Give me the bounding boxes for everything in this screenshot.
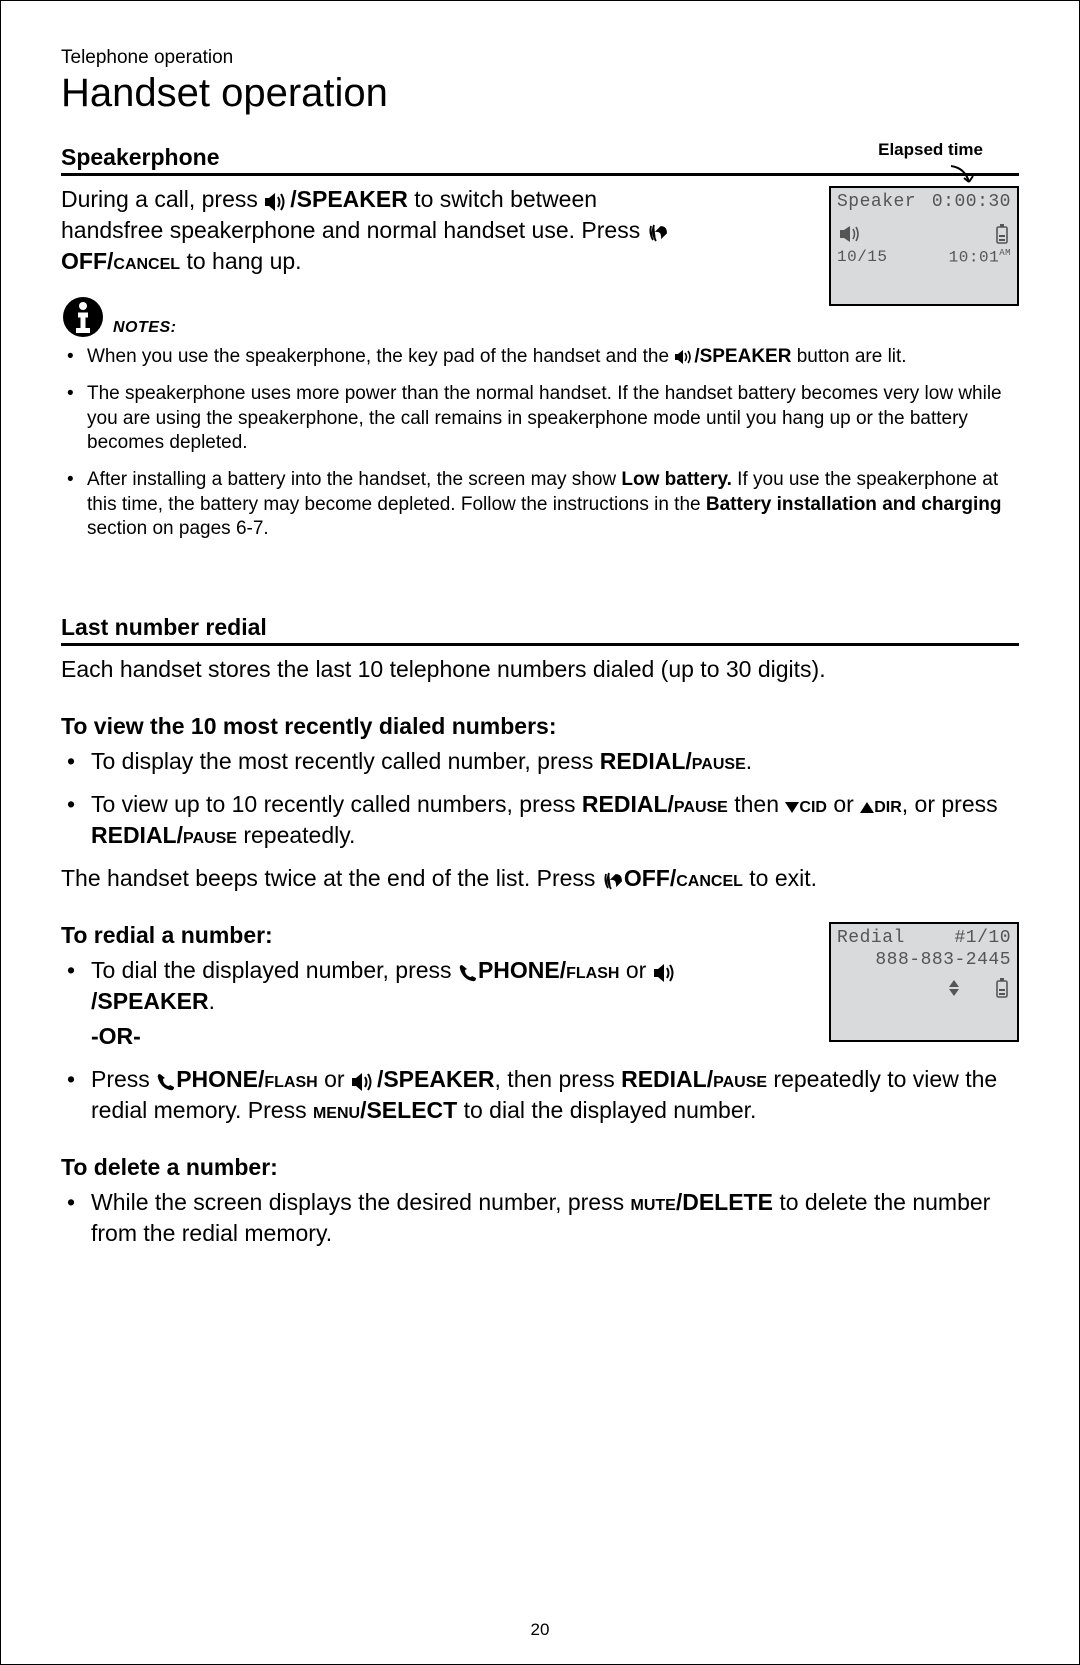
lcd1-time: 10:01AM [949, 248, 1011, 266]
lcd1-timer: 0:00:30 [932, 192, 1011, 212]
note-item: The speakerphone uses more power than th… [87, 382, 1019, 456]
phone-icon [156, 1072, 176, 1092]
elapsed-time-label: Elapsed time [878, 140, 983, 160]
or-label: -OR- [91, 1021, 1019, 1052]
speaker-icon [264, 192, 290, 212]
subhead-view: To view the 10 most recently dialed numb… [61, 713, 1019, 740]
view-list: To display the most recently called numb… [61, 746, 1019, 851]
redial-intro: Each handset stores the last 10 telephon… [61, 654, 1019, 685]
note-item: When you use the speakerphone, the key p… [87, 345, 1019, 370]
manual-page: Telephone operation Handset operation Sp… [0, 0, 1080, 1665]
off-icon [647, 223, 669, 243]
section-redial: Last number redial Each handset stores t… [61, 614, 1019, 1250]
beep-text: The handset beeps twice at the end of th… [61, 863, 1019, 894]
lcd1-speaker-label: Speaker [837, 192, 916, 212]
list-item: Press PHONE/flash or /SPEAKER, then pres… [91, 1064, 1019, 1126]
speaker-on-icon [839, 225, 861, 243]
lcd2-index: #1/10 [954, 928, 1011, 948]
delete-list: While the screen displays the desired nu… [61, 1187, 1019, 1249]
heading-speakerphone: Speakerphone [61, 144, 1019, 176]
note-item: After installing a battery into the hand… [87, 468, 1019, 542]
info-icon [61, 295, 105, 339]
list-item: To dial the displayed number, press PHON… [91, 955, 1019, 1052]
page-number: 20 [1, 1620, 1079, 1640]
redial-list: To dial the displayed number, press PHON… [61, 955, 1019, 1126]
page-title: Handset operation [61, 71, 1019, 116]
lcd2-redial-label: Redial [837, 928, 905, 948]
notes-label: NOTES: [113, 319, 176, 339]
speaker-icon [674, 349, 694, 365]
subhead-delete: To delete a number: [61, 1154, 1019, 1181]
off-icon [602, 871, 624, 891]
lcd1-date: 10/15 [837, 248, 888, 266]
list-item: While the screen displays the desired nu… [91, 1187, 1019, 1249]
list-item: To display the most recently called numb… [91, 746, 1019, 777]
elapsed-arrow-icon [947, 164, 977, 188]
heading-redial: Last number redial [61, 614, 1019, 646]
speaker-icon [351, 1072, 377, 1092]
breadcrumb: Telephone operation [61, 47, 1019, 69]
speaker-icon [653, 963, 679, 983]
speakerphone-paragraph: During a call, press /SPEAKER to switch … [61, 184, 671, 277]
lcd-display-speaker: Speaker 0:00:30 10/15 10:01AM [829, 186, 1019, 306]
battery-icon [995, 224, 1009, 244]
section-speakerphone: Speakerphone Elapsed time Speaker 0:00:3… [61, 144, 1019, 542]
phone-icon [458, 963, 478, 983]
down-arrow-icon [785, 802, 799, 813]
up-arrow-icon [860, 802, 874, 813]
list-item: To view up to 10 recently called numbers… [91, 789, 1019, 851]
notes-list: When you use the speakerphone, the key p… [61, 345, 1019, 542]
